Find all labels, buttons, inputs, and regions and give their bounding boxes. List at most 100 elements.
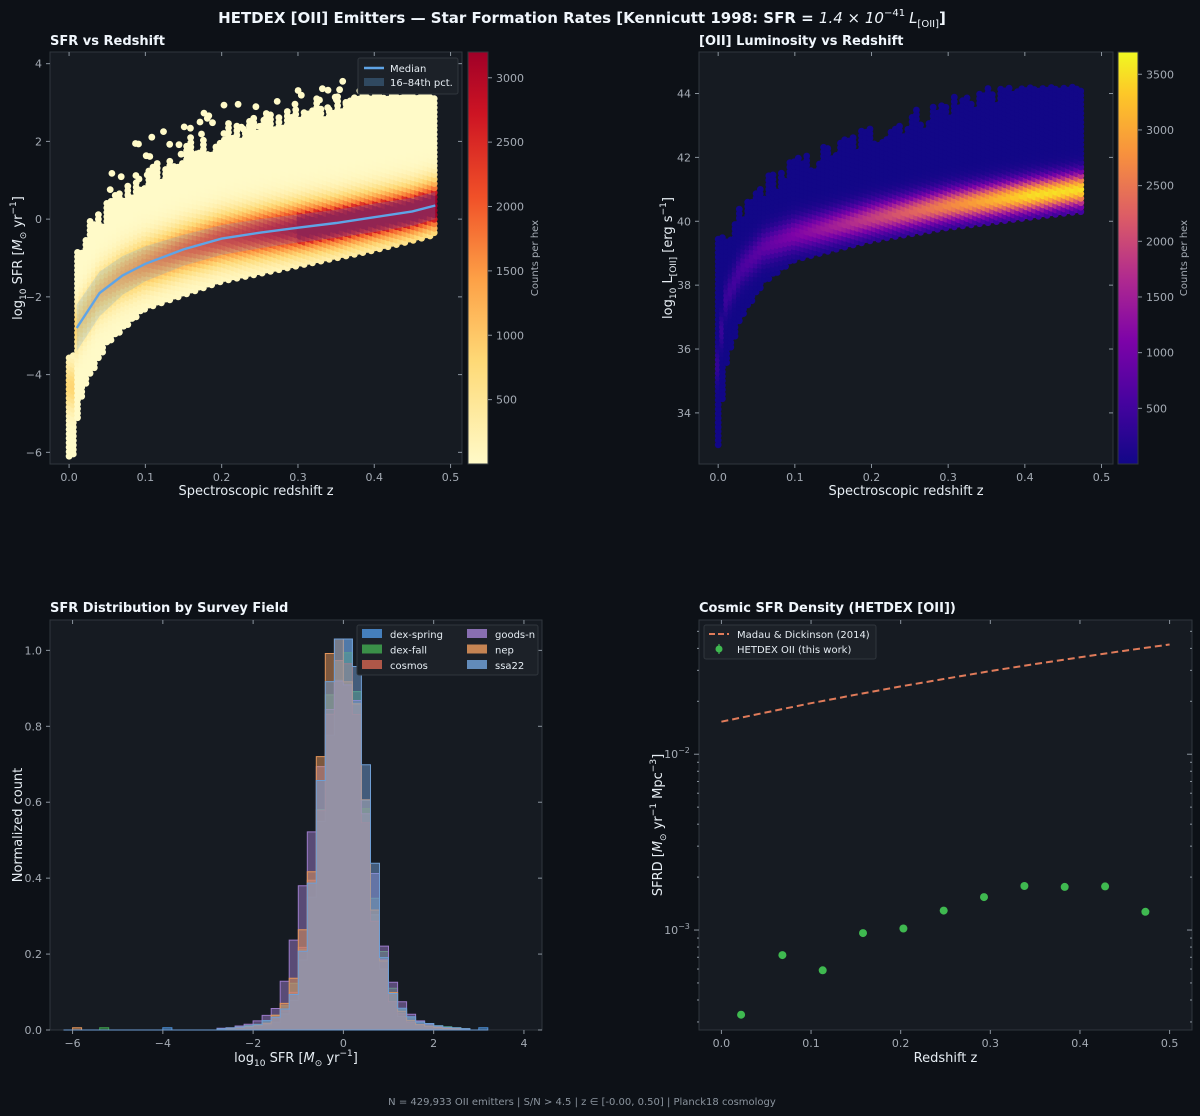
p1-hex-cell: [297, 117, 305, 125]
p1-xtick-label: 0.1: [137, 471, 155, 484]
p1-ylabel-part: 10: [19, 288, 29, 300]
p1-hex-cell: [187, 134, 195, 142]
p1-hex-cell: [200, 136, 207, 144]
p1-ylabel-part: ]: [11, 196, 26, 201]
figure-title-suffix: ]: [939, 9, 946, 27]
p2-title: [OII] Luminosity vs Redshift: [699, 34, 903, 49]
p1-hex-cell: [187, 139, 195, 147]
p1-xtick-label: 0.5: [442, 471, 460, 484]
p1-hex-cell: [153, 160, 161, 167]
p2-hex-cell: [849, 134, 857, 142]
p1-hex-cell: [275, 114, 283, 122]
p2-hex-cell: [803, 152, 811, 160]
figure-title-sub: [OII]: [917, 19, 939, 30]
p1-hex-cell: [124, 182, 132, 190]
p1-xtick-label: 0.0: [60, 471, 78, 484]
p1-hex-cell: [146, 153, 154, 160]
p2-hex-cell: [913, 106, 920, 114]
p1-ylabel-part: −1: [9, 201, 19, 214]
p1-hex-cell: [166, 157, 174, 165]
p1-legend-band-label: 16–84th pct.: [390, 78, 453, 89]
p1-ytick-label: 0: [35, 213, 42, 226]
p2-hex-cell: [756, 186, 764, 193]
p2-hex-cell: [778, 169, 785, 177]
p1-hex-cell: [108, 170, 116, 177]
p2-hex-cell: [917, 121, 924, 129]
p1-hex-cell: [283, 108, 291, 115]
p1-legend-median-label: Median: [390, 64, 426, 75]
p1-colorbar: [467, 51, 489, 465]
p1-hex-cell: [327, 120, 335, 128]
p1-ytick-label: 4: [35, 58, 42, 71]
p1-hex-cell: [305, 111, 313, 119]
p1-hex-cell: [334, 108, 342, 116]
p1-hex-cell: [234, 100, 242, 108]
p1-hex-cell: [336, 86, 343, 94]
p1-hex-cell: [294, 87, 302, 94]
p1-hex-cell: [184, 144, 192, 152]
p1-hex-cell: [250, 114, 258, 122]
p1-colorbar-tick-label: 1500: [496, 265, 524, 278]
p1-ytick-label: −4: [26, 369, 42, 382]
p2-hex-cell: [866, 125, 874, 133]
figure-title-coef: 1.4 × 10: [819, 9, 884, 27]
p1-hex-cell: [267, 111, 274, 119]
p1-hex-cell: [290, 123, 298, 131]
p1-hex-cell: [240, 125, 248, 133]
p1-hex-cell: [366, 103, 374, 111]
p1-hex-cell: [220, 130, 228, 137]
p1-hex-cell: [356, 119, 363, 126]
p1-hex-cell: [187, 124, 194, 132]
p1-hex-cell: [166, 140, 174, 148]
p1-ylabel-part: ⊙: [19, 232, 29, 240]
p2-hex-cell: [896, 122, 903, 130]
p1-hex-cell: [177, 150, 185, 158]
p1-hex-cell: [333, 96, 340, 104]
p1-hex-cells: [65, 77, 438, 460]
p1-hex-cell: [209, 119, 216, 127]
p1-ylabel-part: SFR [: [11, 250, 26, 288]
p1-colorbar-tick-label: 2500: [496, 136, 524, 149]
p1-hex-cell: [143, 171, 151, 179]
p1-colorbar-label: Counts per hex: [530, 220, 541, 296]
p1-hex-cell: [193, 150, 200, 158]
p2-hex-cell: [824, 145, 832, 152]
p1-colorbar-tick-label: 500: [496, 394, 517, 407]
p2-hex-cell: [963, 94, 971, 102]
p1-hex-cell: [175, 141, 183, 149]
p1-xtick-label: 0.4: [366, 471, 384, 484]
p1-hex-cell: [117, 173, 125, 181]
p1-title: SFR vs Redshift: [50, 34, 165, 49]
p1-xlabel: Spectroscopic redshift z: [178, 484, 333, 499]
p1-legend-band-swatch: [364, 78, 384, 86]
p1-hex-cell: [252, 103, 260, 111]
p2-hex-cell: [794, 154, 802, 162]
p1-xtick-label: 0.3: [289, 471, 307, 484]
p1-hex-cell: [204, 152, 212, 160]
p2-hex-cell: [1005, 84, 1013, 92]
p1-hex-cell: [220, 101, 228, 109]
p1-hex-cell: [246, 121, 253, 129]
p2-hex-cell: [967, 100, 975, 108]
p1-hex-cell: [95, 211, 102, 219]
figure-title-L: L: [909, 9, 917, 27]
p1-ylabel-part: yr: [11, 214, 26, 232]
p1-xtick-label: 0.2: [213, 471, 231, 484]
p2-hex-cell: [988, 91, 996, 99]
p1-hex-cell: [225, 120, 232, 127]
p1-legend: Median 16–84th pct.: [357, 57, 459, 95]
p2-hex-cell: [942, 103, 950, 111]
p2-hex-cell: [735, 205, 743, 213]
p1-hex-cell: [273, 98, 281, 105]
p1-hex-cell: [255, 123, 263, 130]
p1-hex-cell: [394, 99, 402, 107]
p1-hex-cell: [342, 99, 350, 106]
p1-hex-cell: [135, 175, 143, 183]
p1-hex-cell: [135, 140, 142, 148]
p1-hex-cell: [260, 116, 268, 124]
p1-hex-cell: [106, 186, 114, 194]
p2-hex-cell: [984, 85, 992, 92]
figure-title-exp: −41: [884, 8, 905, 19]
